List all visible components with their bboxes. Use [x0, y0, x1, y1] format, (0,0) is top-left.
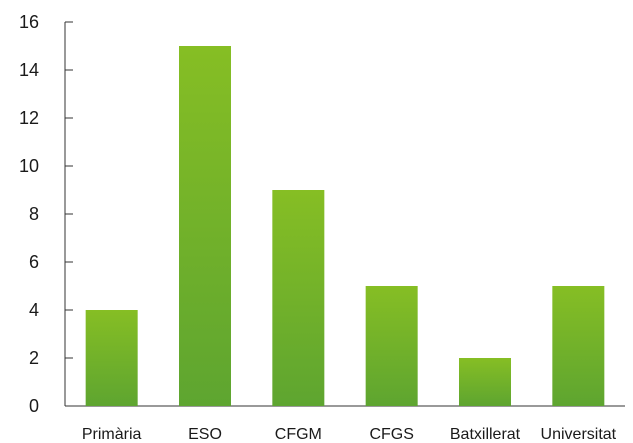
bar	[272, 190, 325, 406]
bar	[179, 46, 231, 406]
x-tick-label: Batxillerat	[450, 426, 521, 443]
y-tick-label: 0	[29, 396, 39, 416]
x-tick-label: Primària	[82, 426, 142, 443]
bar	[552, 286, 605, 406]
bar	[459, 358, 511, 406]
x-tick-label: Universitat	[541, 426, 617, 443]
y-tick-label: 16	[19, 12, 39, 32]
y-tick-label: 8	[29, 204, 39, 224]
y-tick-label: 6	[29, 252, 39, 272]
x-tick-label: CFGM	[275, 426, 322, 443]
y-tick-label: 10	[19, 156, 39, 176]
bar	[85, 310, 138, 406]
y-tick-label: 2	[29, 348, 39, 368]
y-tick-label: 14	[19, 60, 39, 80]
y-tick-label: 4	[29, 300, 39, 320]
bar	[365, 286, 418, 406]
y-tick-label: 12	[19, 108, 39, 128]
bars	[85, 46, 605, 406]
y-axis: 0 2 4 6 8 10 12 14 16	[19, 12, 73, 416]
x-tick-label: CFGS	[369, 426, 413, 443]
x-tick-label: ESO	[188, 426, 222, 443]
x-axis: Primària ESO CFGM CFGS Batxillerat Universita…	[65, 405, 625, 443]
